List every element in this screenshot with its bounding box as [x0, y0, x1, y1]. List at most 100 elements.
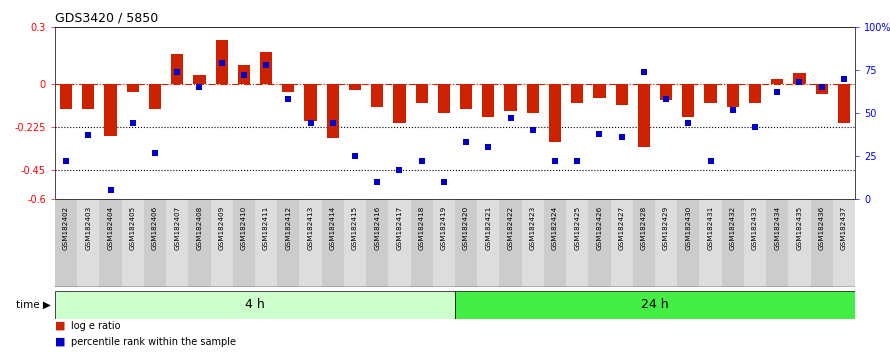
Bar [722, 199, 744, 287]
Bar [82, 84, 94, 109]
Text: GSM182432: GSM182432 [730, 206, 736, 250]
Text: GSM182407: GSM182407 [174, 206, 180, 250]
Bar [766, 199, 789, 287]
Text: GSM182419: GSM182419 [441, 206, 447, 250]
Bar [122, 199, 144, 287]
Text: GSM182431: GSM182431 [708, 206, 714, 250]
Bar [837, 84, 850, 122]
Bar [705, 84, 716, 103]
Bar [144, 199, 166, 287]
Text: GSM182437: GSM182437 [841, 206, 847, 250]
Bar [371, 84, 384, 107]
Bar [549, 84, 561, 142]
Bar [793, 73, 805, 84]
Bar [677, 199, 700, 287]
Bar [77, 199, 100, 287]
Text: 4 h: 4 h [245, 298, 265, 312]
Bar [388, 199, 410, 287]
Bar [588, 199, 611, 287]
Bar [566, 199, 588, 287]
Bar [277, 199, 299, 287]
Text: GSM182424: GSM182424 [552, 206, 558, 250]
Text: GSM182435: GSM182435 [797, 206, 803, 250]
Bar [100, 199, 122, 287]
Bar [255, 199, 277, 287]
Text: GSM182426: GSM182426 [596, 206, 603, 250]
Bar [455, 199, 477, 287]
Bar [789, 199, 811, 287]
Text: GSM182418: GSM182418 [418, 206, 425, 250]
Text: GSM182420: GSM182420 [463, 206, 469, 250]
Bar [416, 84, 428, 103]
Text: GSM182402: GSM182402 [63, 206, 69, 250]
Bar [327, 84, 339, 138]
Bar [438, 84, 450, 113]
Bar [522, 199, 544, 287]
Bar [833, 199, 855, 287]
Bar [655, 199, 677, 287]
Text: GSM182436: GSM182436 [819, 206, 825, 250]
Bar [189, 199, 211, 287]
Text: time ▶: time ▶ [16, 300, 51, 310]
Bar [482, 84, 495, 117]
Bar [260, 52, 272, 84]
Bar [726, 84, 739, 107]
Bar [683, 84, 694, 117]
Bar [544, 199, 566, 287]
Bar [60, 84, 72, 109]
Text: GSM182405: GSM182405 [130, 206, 136, 250]
Bar [771, 79, 783, 84]
Bar [744, 199, 766, 287]
Text: GSM182428: GSM182428 [641, 206, 647, 250]
Bar [166, 199, 189, 287]
Text: GSM182411: GSM182411 [263, 206, 269, 250]
Text: GSM182408: GSM182408 [197, 206, 202, 250]
Bar [410, 199, 433, 287]
Text: GSM182425: GSM182425 [574, 206, 580, 250]
Text: ■: ■ [55, 321, 66, 331]
Bar [149, 84, 161, 109]
Text: GSM182423: GSM182423 [530, 206, 536, 250]
Bar [171, 54, 183, 84]
Text: GSM182406: GSM182406 [152, 206, 158, 250]
Text: 24 h: 24 h [641, 298, 668, 312]
Bar [527, 84, 538, 113]
Bar [104, 84, 117, 136]
Bar [393, 84, 406, 122]
Text: percentile rank within the sample: percentile rank within the sample [71, 337, 236, 347]
Text: GSM182430: GSM182430 [685, 206, 692, 250]
Bar [811, 199, 833, 287]
Bar [215, 40, 228, 84]
Bar [499, 199, 522, 287]
Text: GSM182427: GSM182427 [619, 206, 625, 250]
Text: GSM182429: GSM182429 [663, 206, 669, 250]
Bar [55, 291, 455, 319]
Text: GSM182412: GSM182412 [286, 206, 291, 250]
Bar [349, 84, 361, 90]
Bar [505, 84, 517, 111]
Bar [126, 84, 139, 92]
Bar [594, 84, 605, 98]
Text: GSM182434: GSM182434 [774, 206, 781, 250]
Text: GSM182416: GSM182416 [374, 206, 380, 250]
Bar [616, 84, 627, 105]
Text: GSM182414: GSM182414 [330, 206, 336, 250]
Bar [477, 199, 499, 287]
Text: GSM182404: GSM182404 [108, 206, 114, 250]
Bar [700, 199, 722, 287]
Bar [282, 84, 295, 92]
Bar [638, 84, 650, 147]
Text: GDS3420 / 5850: GDS3420 / 5850 [55, 11, 158, 24]
Text: GSM182409: GSM182409 [219, 206, 224, 250]
Text: log e ratio: log e ratio [71, 321, 120, 331]
Text: GSM182433: GSM182433 [752, 206, 758, 250]
Bar [321, 199, 344, 287]
Bar [460, 84, 473, 109]
Text: GSM182422: GSM182422 [507, 206, 514, 250]
Bar [366, 199, 388, 287]
Bar [633, 199, 655, 287]
Bar [815, 84, 828, 94]
Bar [611, 199, 633, 287]
Text: GSM182413: GSM182413 [308, 206, 313, 250]
Bar [211, 199, 233, 287]
